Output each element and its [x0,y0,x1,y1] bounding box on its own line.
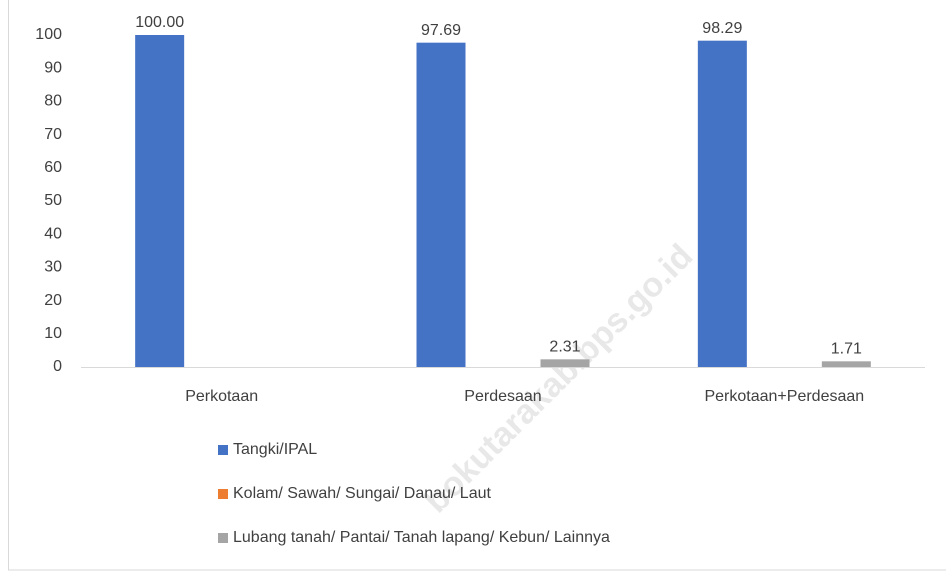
bar [416,42,466,368]
y-tick-label: 40 [44,225,62,242]
bar [697,40,747,368]
x-tick-label: Perkotaan+Perdesaan [704,388,864,405]
data-label: 97.69 [421,22,461,39]
x-tick-label: Perdesaan [464,388,541,405]
y-tick-label: 20 [44,292,62,309]
bar [821,361,871,367]
bar [135,35,185,367]
x-tick-label: Perkotaan [185,388,258,405]
y-tick-label: 70 [44,126,62,143]
legend-label: Lubang tanah/ Pantai/ Tanah lapang/ Kebu… [233,529,610,546]
data-label: 100.00 [135,14,184,31]
y-tick-label: 50 [44,192,62,209]
y-tick-label: 80 [44,93,62,110]
legend-swatch [218,489,228,499]
legend-swatch [218,533,228,543]
legend-swatch [218,445,228,455]
legend-label: Tangki/IPAL [233,441,317,458]
data-label: 2.31 [549,339,580,356]
data-label: 1.71 [831,341,862,358]
legend-label: Kolam/ Sawah/ Sungai/ Danau/ Laut [233,485,492,502]
y-tick-label: 100 [35,26,62,43]
data-label: 98.29 [702,20,742,37]
y-tick-label: 30 [44,259,62,276]
y-tick-label: 60 [44,159,62,176]
chart-border [8,0,946,571]
y-tick-label: 10 [44,325,62,342]
y-tick-label: 90 [44,59,62,76]
y-tick-label: 0 [53,358,62,375]
bar [540,359,590,367]
